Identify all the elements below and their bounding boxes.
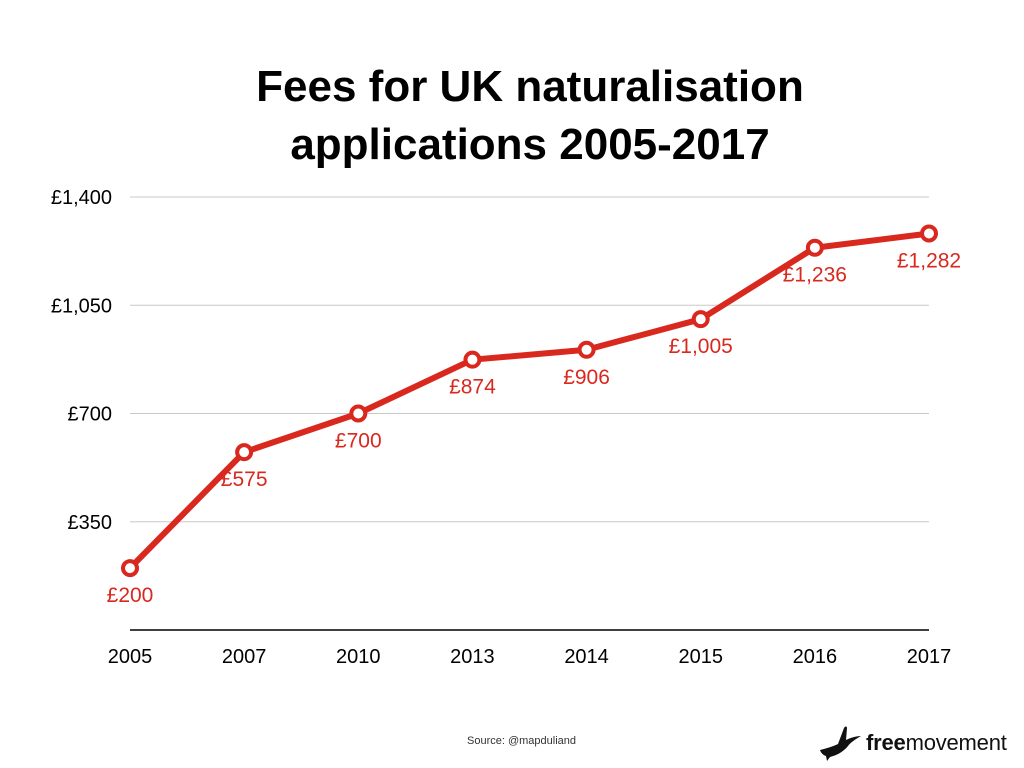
data-point [920, 224, 938, 243]
data-point [235, 443, 254, 462]
data-point [691, 310, 710, 329]
data-point [805, 238, 824, 257]
chart-title-line-2: applications 2005-2017 [290, 120, 770, 169]
bird-icon [820, 726, 861, 761]
x-tick-label: 2017 [907, 646, 952, 668]
y-tick-label: £1,050 [51, 295, 112, 317]
series-line [127, 230, 932, 572]
data-label: £874 [449, 376, 496, 399]
data-point [577, 340, 596, 359]
x-tick-label: 2007 [222, 646, 267, 668]
chart-title-line-1: Fees for UK naturalisation [256, 62, 804, 111]
data-label: £700 [335, 430, 382, 453]
x-tick-label: 2015 [678, 646, 723, 668]
data-point [463, 350, 482, 369]
data-label: £1,236 [783, 264, 847, 287]
data-label: £906 [563, 366, 610, 389]
data-point [349, 404, 368, 423]
data-label: £200 [107, 584, 154, 607]
data-label: £1,282 [897, 249, 961, 272]
data-label: £1,005 [669, 335, 733, 358]
x-tick-label: 2010 [336, 646, 381, 668]
y-tick-label: £350 [68, 512, 113, 534]
x-tick-label: 2014 [564, 646, 609, 668]
x-tick-label: 2013 [450, 646, 495, 668]
logo-text-regular: movement [905, 730, 1007, 755]
x-tick-label: 2016 [793, 646, 838, 668]
logo-text: freemovement [866, 730, 1007, 756]
chart-title: Fees for UK naturalisation applications … [0, 58, 1024, 174]
y-tick-label: £700 [68, 404, 113, 426]
y-tick-label: £1,400 [51, 187, 112, 209]
source-note: Source: @mapduliand [467, 735, 577, 747]
x-tick-label: 2005 [108, 646, 153, 668]
freemovement-logo: freemovement [818, 722, 1007, 764]
logo-text-bold: free [866, 730, 906, 755]
data-point [121, 559, 139, 578]
data-label: £575 [221, 468, 268, 491]
